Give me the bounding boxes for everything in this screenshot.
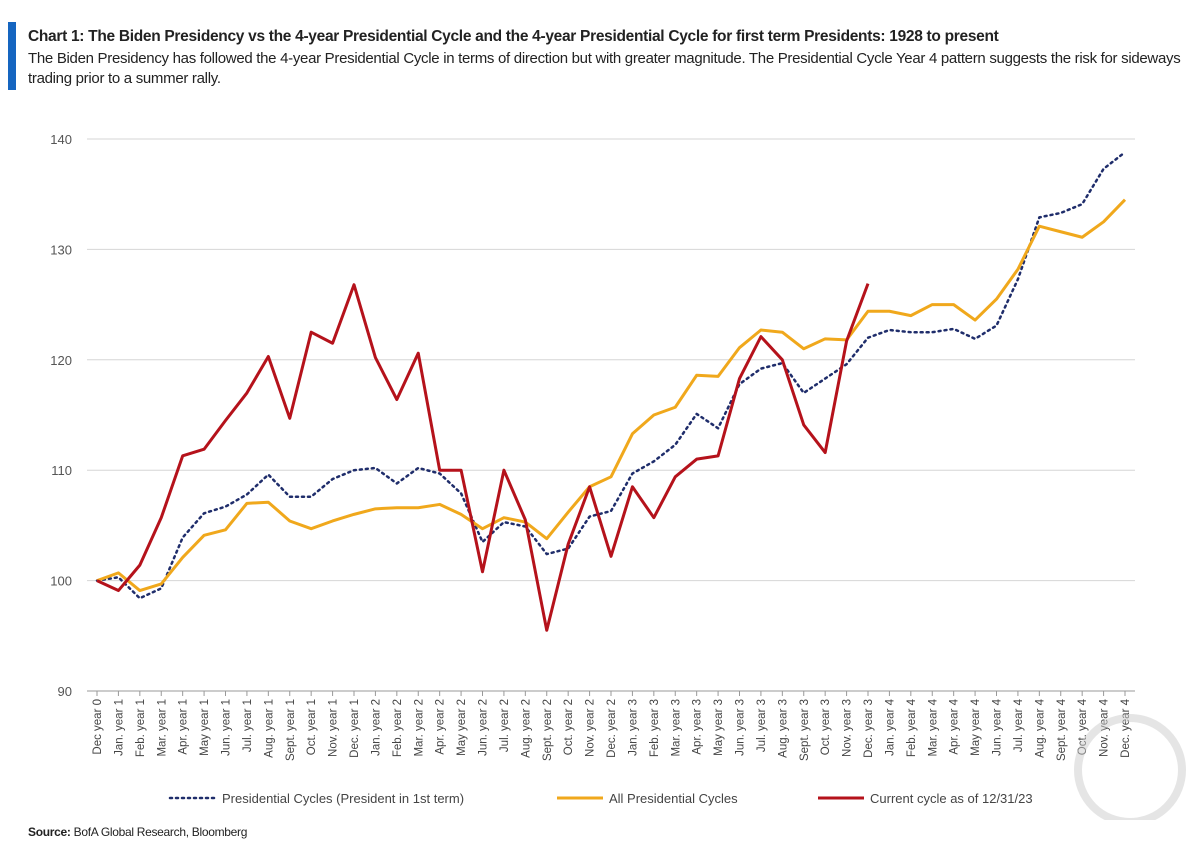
accent-bar [8,22,16,90]
x-tick-label: Jan. year 2 [370,699,382,756]
x-tick-label: Sept. year 3 [799,699,811,761]
x-tick-label: Feb. year 3 [649,699,661,757]
x-tick-label: May year 3 [713,699,725,756]
x-tick-label: Mar. year 1 [156,699,168,757]
x-tick-label: Aug. year 1 [263,699,275,758]
watermark-ring [1074,714,1186,820]
x-tick-label: Sept. year 2 [542,699,554,761]
chart-title: Chart 1: The Biden Presidency vs the 4-y… [28,28,999,45]
x-tick-label: Mar. year 4 [927,698,939,756]
x-tick-label: May year 1 [199,699,211,756]
x-tick-label: Jun. year 3 [735,699,747,756]
y-tick-label: 90 [58,684,72,699]
x-tick-label: May year 4 [970,698,982,755]
x-tick-label: Apr. year 3 [692,699,704,755]
x-tick-label: Jan. year 4 [884,698,896,755]
x-tick-label: Dec. year 2 [606,699,618,758]
chart-subtitle: The Biden Presidency has followed the 4-… [28,50,1181,87]
x-tick-label: Aug. year 2 [520,699,532,758]
x-tick-label: Sept. year 1 [285,699,297,761]
x-tick-label: Dec. year 1 [349,699,361,758]
x-tick-label: Nov. year 2 [585,699,597,757]
x-tick-label: Jun. year 1 [221,699,233,756]
x-tick-label: Nov. year 3 [842,699,854,757]
y-tick-label: 140 [50,132,72,147]
x-tick-label: Oct. year 2 [563,699,575,755]
x-tick-label: Mar. year 3 [670,699,682,757]
x-tick-label: Jun. year 2 [478,699,490,756]
x-tick-label: Aug. year 3 [777,699,789,758]
x-tick-label: Jul. year 4 [1013,698,1025,752]
x-tick-label: Nov. year 1 [328,699,340,757]
x-tick-label: Oct. year 3 [820,699,832,755]
y-tick-label: 120 [50,353,72,368]
x-tick-label: May year 2 [456,699,468,756]
x-tick-label: Feb. year 4 [906,698,918,757]
x-tick-label: Jul. year 3 [756,699,768,752]
x-tick-label: Aug. year 4 [1034,698,1046,757]
legend-label: Presidential Cycles (President in 1st te… [222,791,464,806]
y-tick-label: 100 [50,574,72,589]
y-tick-label: 110 [51,463,72,478]
x-tick-label: Dec year 0 [92,699,104,755]
source: Source: BofA Global Research, Bloomberg [28,825,247,839]
x-tick-label: Feb. year 1 [135,699,147,757]
x-tick-label: Feb. year 2 [392,699,404,757]
legend-label: All Presidential Cycles [609,791,738,806]
chart: 90 100 110 120 130 140 Dec year 0 Jan. year 1 Fe… [50,132,1186,820]
x-tick-label: Sept. year 4 [1056,698,1068,761]
source-text: BofA Global Research, Bloomberg [73,825,248,839]
x-tick-label: Jul. year 1 [242,699,254,752]
legend-label: Current cycle as of 12/31/23 [870,791,1033,806]
series-line [96,283,870,632]
x-tick-label: Mar. year 2 [413,699,425,757]
x-tick-label: Apr. year 4 [949,698,961,754]
x-tick-label: Dec. year 3 [863,699,875,758]
series-line [96,198,1127,593]
source-label: Source: [28,825,71,839]
x-tick-label: Jul. year 2 [499,699,511,752]
y-tick-label: 130 [50,242,72,257]
x-tick-label: Apr. year 2 [435,699,447,755]
x-tick-label: Oct. year 1 [306,699,318,755]
series-line [95,151,1127,600]
x-tick-label: Jun. year 4 [992,698,1004,755]
x-tick-label: Jan. year 3 [627,699,639,756]
x-tick-label: Apr. year 1 [178,699,190,755]
x-tick-label: Dec. year 4 [1120,698,1132,757]
x-tick-label: Jan. year 1 [113,699,125,756]
